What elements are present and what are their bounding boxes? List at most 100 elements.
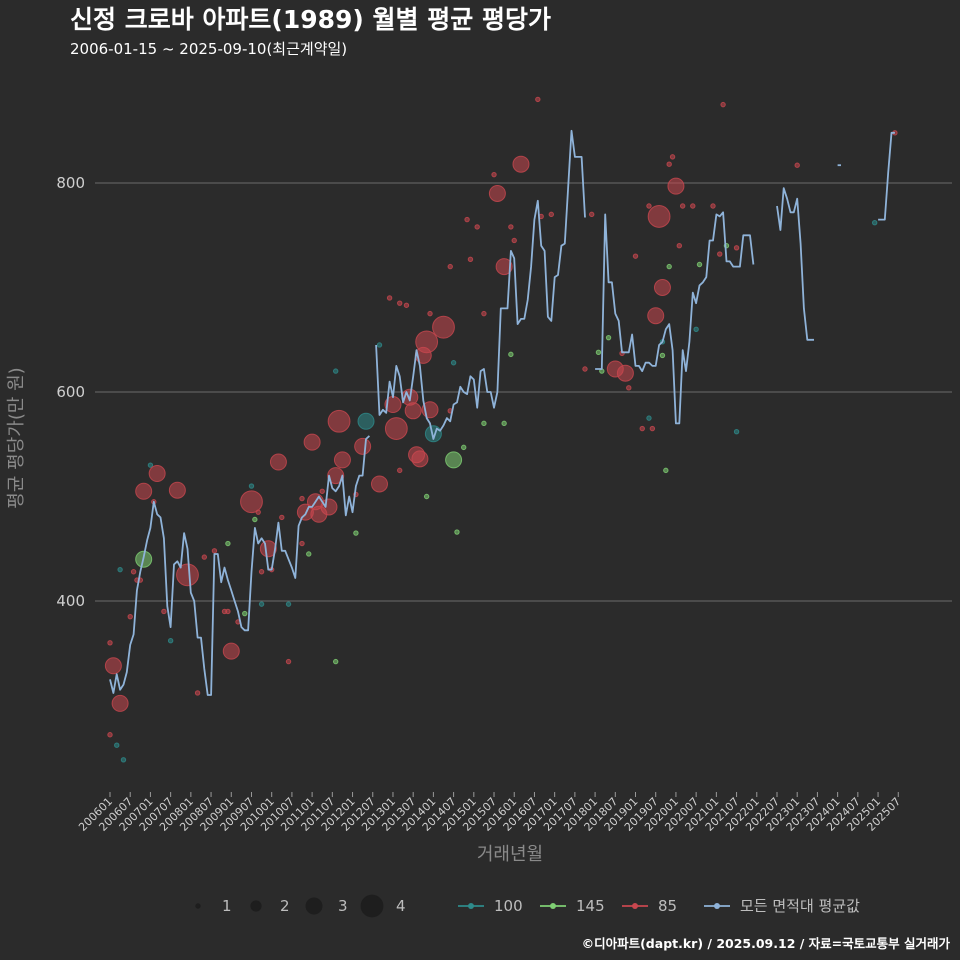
point-s85 bbox=[135, 482, 153, 500]
point-s145 bbox=[605, 334, 612, 341]
point-s145 bbox=[696, 261, 703, 268]
point-s100 bbox=[120, 757, 127, 763]
point-s85 bbox=[240, 490, 263, 514]
y-tick-labels: 400 600 800 bbox=[56, 174, 85, 610]
point-s85 bbox=[733, 245, 740, 251]
point-s100 bbox=[114, 742, 120, 748]
point-s85 bbox=[194, 690, 201, 696]
point-s85 bbox=[148, 465, 166, 483]
point-s100 bbox=[357, 412, 375, 430]
point-s85 bbox=[127, 613, 133, 620]
y-axis-title: 평균 평당가(만 원) bbox=[6, 367, 27, 508]
point-s85 bbox=[333, 451, 351, 469]
legend-key-dot bbox=[550, 903, 556, 909]
point-s145 bbox=[461, 444, 467, 451]
legend-size-label: 4 bbox=[396, 897, 406, 915]
legend-size-key bbox=[195, 903, 201, 909]
point-s85 bbox=[679, 203, 686, 209]
legend-size-label: 2 bbox=[280, 897, 290, 915]
average-line-segment bbox=[595, 211, 755, 425]
average-line-segment bbox=[109, 435, 371, 696]
point-s85 bbox=[299, 495, 305, 502]
point-s145 bbox=[663, 467, 669, 474]
point-s85 bbox=[495, 258, 513, 276]
point-s145 bbox=[306, 551, 312, 557]
point-s100 bbox=[871, 220, 878, 226]
scatter-points bbox=[104, 96, 898, 763]
caption: ©디아파트(dapt.kr) / 2025.09.12 / 자료=국토교통부 실… bbox=[582, 936, 951, 951]
point-s145 bbox=[252, 516, 258, 523]
point-s85 bbox=[666, 161, 672, 167]
point-s145 bbox=[501, 420, 507, 427]
point-s85 bbox=[404, 402, 422, 420]
point-s85 bbox=[647, 205, 671, 228]
point-s85 bbox=[582, 366, 588, 372]
point-s145 bbox=[332, 658, 339, 665]
point-s85 bbox=[720, 101, 726, 108]
point-s145 bbox=[659, 352, 666, 359]
point-s85 bbox=[327, 467, 345, 485]
point-s100 bbox=[285, 601, 292, 607]
point-s85 bbox=[279, 514, 285, 521]
point-s85 bbox=[669, 154, 676, 160]
point-s85 bbox=[161, 608, 167, 615]
point-s100 bbox=[147, 462, 154, 468]
y-tick-label: 400 bbox=[56, 592, 85, 610]
point-s85 bbox=[511, 237, 517, 244]
point-s85 bbox=[690, 203, 696, 209]
x-axis-title: 거래년월 bbox=[477, 844, 543, 865]
legend-size-label: 1 bbox=[222, 897, 232, 915]
average-line bbox=[109, 129, 895, 696]
point-s85 bbox=[397, 467, 403, 474]
point-s85 bbox=[327, 409, 351, 433]
point-s85 bbox=[285, 658, 292, 665]
legend-label-s100: 100 bbox=[494, 897, 523, 915]
legend-label-s145: 145 bbox=[576, 897, 605, 915]
legend-key-dot bbox=[468, 903, 474, 909]
point-s85 bbox=[508, 224, 514, 230]
point-s85 bbox=[464, 216, 470, 223]
point-s85 bbox=[222, 642, 240, 660]
point-s85 bbox=[211, 548, 218, 554]
point-s100 bbox=[450, 360, 457, 366]
point-s100 bbox=[693, 326, 699, 332]
legend-size-key bbox=[250, 900, 262, 912]
point-s85 bbox=[269, 453, 287, 471]
point-s85 bbox=[639, 425, 645, 432]
point-s85 bbox=[710, 203, 716, 209]
legend-label-avg: 모든 면적대 평균값 bbox=[740, 897, 860, 915]
point-s85 bbox=[649, 425, 656, 432]
point-s85 bbox=[794, 162, 800, 168]
point-s100 bbox=[258, 601, 265, 607]
point-s100 bbox=[117, 566, 123, 573]
y-tick-label: 600 bbox=[56, 383, 85, 401]
point-s85 bbox=[397, 300, 403, 306]
point-s85 bbox=[354, 437, 372, 455]
legend-size-key bbox=[305, 897, 323, 915]
point-s85 bbox=[107, 732, 113, 738]
legend: 1 2 3 4 100 145 85 모든 면적대 평균값 bbox=[195, 894, 860, 918]
point-s85 bbox=[320, 498, 338, 516]
point-s85 bbox=[667, 177, 685, 195]
point-s85 bbox=[717, 251, 723, 257]
point-s85 bbox=[415, 330, 439, 354]
point-s85 bbox=[447, 263, 453, 270]
point-s85 bbox=[303, 433, 321, 451]
average-line-segment bbox=[776, 187, 814, 341]
point-s100 bbox=[646, 415, 652, 421]
point-s100 bbox=[733, 429, 740, 435]
point-s85 bbox=[512, 155, 530, 173]
point-s85 bbox=[481, 310, 487, 317]
point-s85 bbox=[107, 640, 113, 646]
point-s85 bbox=[411, 450, 429, 468]
point-s85 bbox=[370, 475, 388, 493]
point-s85 bbox=[548, 211, 554, 218]
point-s85 bbox=[632, 253, 639, 259]
point-s100 bbox=[167, 638, 174, 644]
point-s85 bbox=[319, 488, 325, 494]
point-s85 bbox=[491, 171, 497, 178]
chart-subtitle: 2006-01-15 ~ 2025-09-10(최근계약일) bbox=[70, 40, 347, 58]
point-s100 bbox=[332, 368, 339, 374]
legend-size-key bbox=[360, 894, 384, 918]
